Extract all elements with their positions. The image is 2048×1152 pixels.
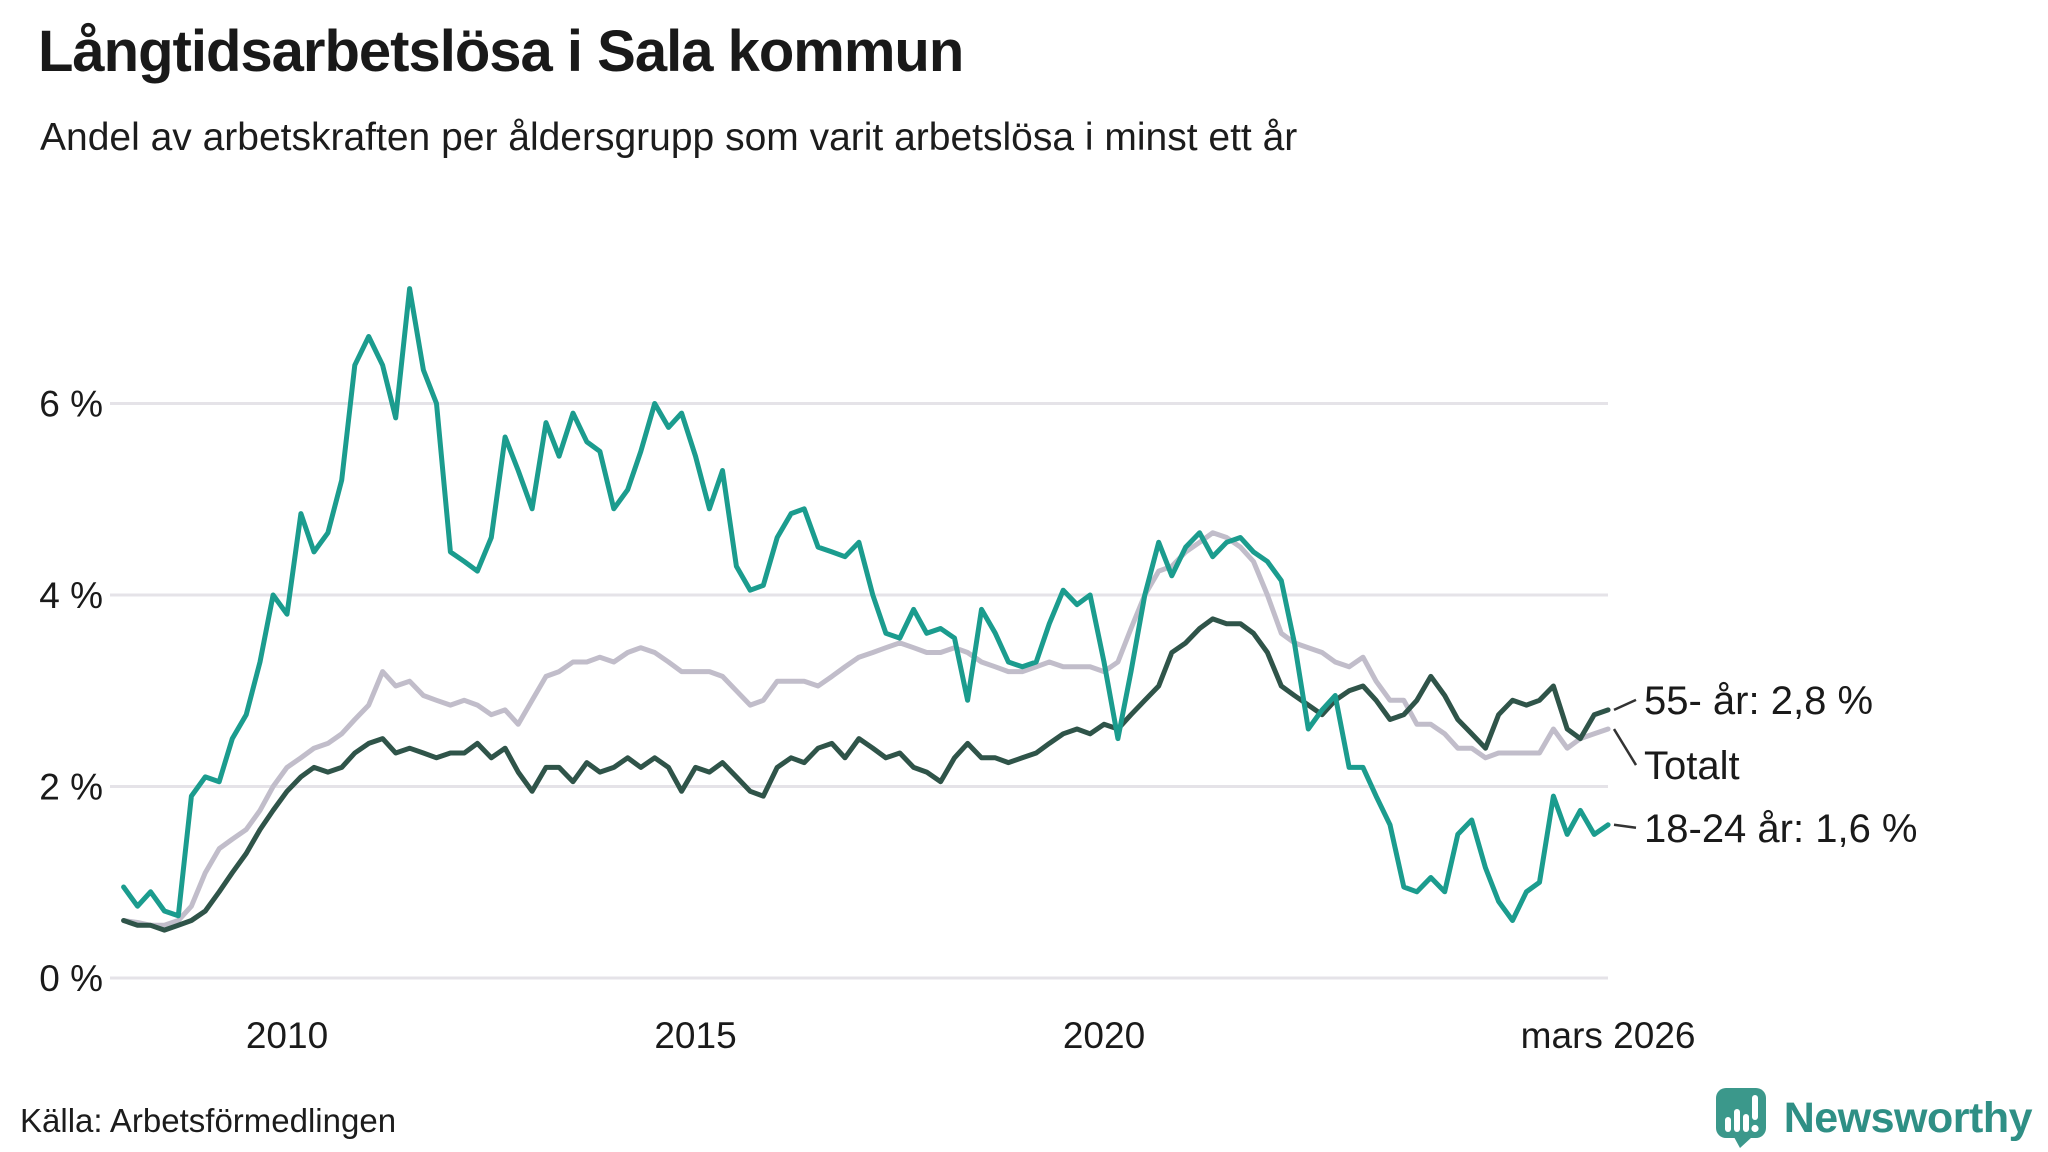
series-line-55--år — [121, 616, 1611, 933]
leader-line-18-24-år — [1613, 823, 1637, 830]
x-tick-label-mars-2026: mars 2026 — [1521, 1015, 1696, 1056]
y-tick-label-0: 0 % — [39, 958, 103, 999]
page-subtitle: Andel av arbetskraften per åldersgrupp s… — [40, 116, 1298, 159]
source-note: Källa: Arbetsförmedlingen — [20, 1102, 397, 1139]
series-line-Totalt — [121, 530, 1611, 928]
end-label-Totalt: Totalt — [1644, 744, 1740, 788]
y-tick-label-2: 2 % — [39, 767, 103, 808]
end-label-18-24-år: 18-24 år: 1,6 % — [1644, 807, 1918, 851]
x-tick-label-2010: 2010 — [246, 1015, 328, 1056]
page-title: Långtidsarbetslösa i Sala kommun — [38, 19, 964, 84]
newsworthy-wordmark: Newsworthy — [1783, 1093, 2033, 1142]
y-tick-label-4: 4 % — [39, 575, 103, 616]
series-line-18-24-år — [121, 286, 1611, 923]
x-tick-label-2015: 2015 — [654, 1015, 736, 1056]
x-tick-label-2020: 2020 — [1063, 1015, 1145, 1056]
end-label-55--år: 55- år: 2,8 % — [1644, 679, 1873, 723]
y-tick-label-6: 6 % — [39, 384, 103, 425]
leader-line-55--år — [1613, 698, 1637, 712]
newsworthy-brand[interactable]: Newsworthy — [1714, 1088, 2033, 1148]
leader-line-Totalt — [1612, 728, 1638, 766]
newsworthy-logo-icon — [1715, 1088, 1766, 1148]
